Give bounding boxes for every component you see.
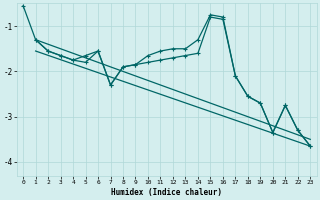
X-axis label: Humidex (Indice chaleur): Humidex (Indice chaleur) bbox=[111, 188, 222, 197]
